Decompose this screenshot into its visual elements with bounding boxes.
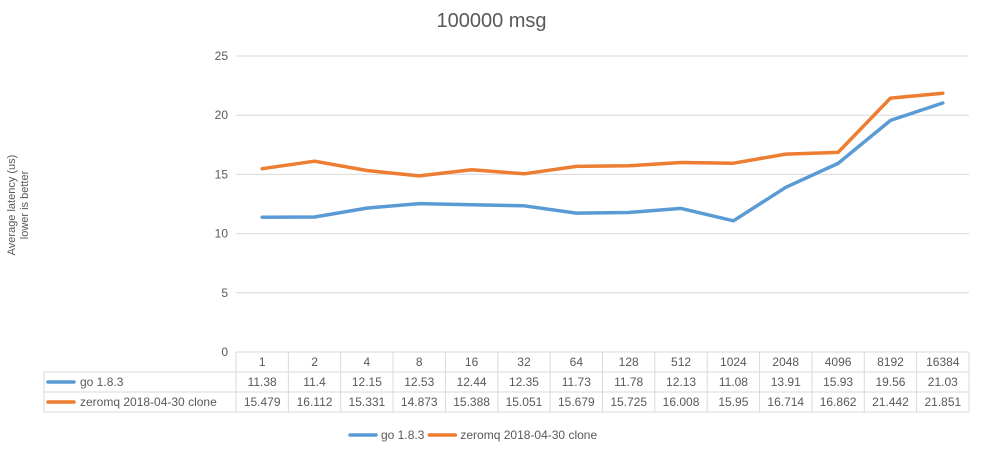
data-point	[417, 174, 421, 178]
x-category-label: 4096	[825, 355, 852, 369]
y-tick-label: 0	[221, 345, 228, 359]
y-axis-label-line: Average latency (us)	[6, 155, 18, 256]
table-series-name: zeromq 2018-04-30 clone	[80, 395, 217, 409]
table-data-value: 12.44	[457, 375, 487, 389]
data-point	[836, 150, 840, 154]
y-tick-label: 10	[215, 227, 229, 241]
table-data-value: 15.388	[453, 395, 490, 409]
table-data-value: 15.479	[244, 395, 281, 409]
table-data-value: 15.95	[718, 395, 748, 409]
table-data-value: 16.714	[767, 395, 804, 409]
x-category-label: 2	[311, 355, 318, 369]
table-data-value: 16.112	[297, 395, 333, 409]
table-data-value: 12.35	[509, 375, 539, 389]
data-point	[627, 211, 631, 215]
y-tick-label: 20	[215, 108, 229, 122]
data-point	[574, 211, 578, 215]
data-point	[784, 152, 788, 156]
table-data-value: 11.4	[303, 375, 326, 389]
y-tick-label: 25	[215, 49, 229, 63]
table-data-value: 13.91	[771, 375, 801, 389]
table-data-value: 12.15	[352, 375, 382, 389]
table-data-value: 21.851	[924, 395, 961, 409]
data-point	[627, 164, 631, 168]
data-point	[679, 206, 683, 210]
y-axis-label: Average latency (us)lower is better	[6, 155, 31, 256]
data-point	[836, 161, 840, 165]
table-data-value: 16.862	[820, 395, 857, 409]
x-category-label: 16	[465, 355, 479, 369]
table-data-value: 15.051	[506, 395, 543, 409]
table-data-value: 19.56	[875, 375, 905, 389]
y-tick-label: 5	[221, 286, 228, 300]
table-data-value: 15.93	[823, 375, 853, 389]
table-data-value: 15.725	[610, 395, 647, 409]
data-point	[888, 96, 892, 100]
table-data-value: 15.679	[558, 395, 595, 409]
data-point	[731, 219, 735, 223]
data-point	[522, 204, 526, 208]
table-data-value: 11.38	[248, 375, 277, 389]
table-data-value: 12.13	[666, 375, 696, 389]
data-point	[313, 159, 317, 163]
data-point	[941, 101, 945, 105]
table-series-name: go 1.8.3	[80, 375, 124, 389]
legend-label: go 1.8.3	[381, 428, 425, 442]
x-category-label: 32	[517, 355, 531, 369]
x-category-label: 2048	[772, 355, 799, 369]
x-category-label: 128	[619, 355, 639, 369]
data-point	[731, 161, 735, 165]
data-point	[784, 185, 788, 189]
table-data-value: 15.331	[349, 395, 386, 409]
data-point	[365, 206, 369, 210]
series-line	[260, 101, 945, 223]
data-point	[365, 168, 369, 172]
data-point	[574, 164, 578, 168]
data-point	[941, 91, 945, 95]
data-point	[470, 203, 474, 207]
data-point	[522, 172, 526, 176]
data-point	[679, 160, 683, 164]
table-data-value: 12.53	[404, 375, 434, 389]
y-axis-label-line: lower is better	[19, 170, 31, 239]
y-tick-label: 15	[215, 167, 229, 181]
x-category-label: 1024	[720, 355, 747, 369]
table-data-value: 16.008	[663, 395, 700, 409]
x-category-label: 8192	[877, 355, 904, 369]
data-point	[313, 215, 317, 219]
x-category-label: 1	[259, 355, 266, 369]
data-point	[417, 202, 421, 206]
x-category-label: 512	[671, 355, 691, 369]
series-line	[260, 91, 945, 178]
table-data-value: 21.03	[928, 375, 958, 389]
data-point	[260, 215, 264, 219]
x-category-label: 64	[570, 355, 584, 369]
table-data-value: 21.442	[872, 395, 909, 409]
x-category-label: 16384	[926, 355, 960, 369]
table-data-value: 11.78	[614, 375, 643, 389]
chart-title: 100000 msg	[436, 10, 547, 32]
table-data-value: 11.08	[719, 375, 748, 389]
data-point	[470, 168, 474, 172]
legend-label: zeromq 2018-04-30 clone	[460, 428, 597, 442]
data-point	[260, 167, 264, 171]
table-data-value: 11.73	[562, 375, 591, 389]
x-category-label: 4	[364, 355, 371, 369]
x-category-label: 8	[416, 355, 423, 369]
table-data-value: 14.873	[401, 395, 438, 409]
data-point	[888, 118, 892, 122]
